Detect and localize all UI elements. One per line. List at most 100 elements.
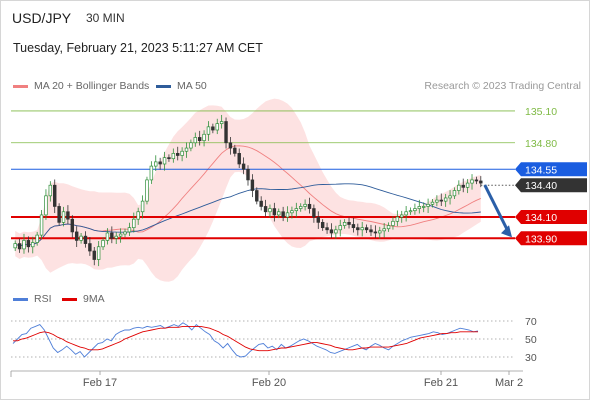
forecast-arrow-shaft (483, 184, 510, 232)
candle-body (140, 200, 145, 213)
candle-body (373, 231, 378, 234)
candle-body (171, 153, 176, 160)
candle-body (202, 133, 206, 141)
candle-body (39, 214, 44, 236)
candle-body (53, 184, 57, 207)
level-label-134.10: 134.10 (525, 212, 557, 224)
candle-body (421, 206, 426, 208)
candle-body (329, 229, 334, 234)
level-tag-133.90 (515, 231, 587, 246)
candle-body (167, 157, 171, 160)
credit-text: Research © 2023 Trading Central (424, 80, 581, 92)
level-tag-134.55 (515, 162, 587, 177)
candle-body (13, 243, 17, 249)
candle-body (105, 232, 110, 241)
level-label-134.80: 134.80 (525, 138, 557, 150)
candle-body (417, 206, 422, 209)
candle-body (474, 179, 479, 182)
candle-body (386, 225, 391, 230)
x-tick-label: Mar 2 (495, 377, 523, 389)
ma50-line (14, 183, 481, 247)
candle-body (435, 199, 439, 203)
ma50-legend-label: MA 50 (177, 80, 207, 92)
ma9-legend-swatch (62, 297, 77, 301)
candle-body (88, 243, 92, 252)
candle-body (193, 137, 198, 144)
candle-body (268, 208, 272, 213)
candle-body (430, 201, 435, 205)
level-label-133.90: 133.90 (525, 233, 557, 245)
candle-body (101, 240, 105, 248)
candle-body (57, 206, 61, 223)
candle-body (457, 184, 461, 191)
candle-body (360, 227, 364, 231)
candle-body (154, 161, 158, 167)
candle-body (74, 231, 79, 241)
candle-body (461, 184, 465, 188)
candle-body (149, 165, 154, 181)
candle-body (145, 179, 149, 202)
candle-body (342, 222, 347, 226)
candle-body (277, 211, 281, 216)
candle-body (369, 229, 373, 233)
candle-body (465, 182, 470, 188)
candle-body (439, 199, 443, 202)
candle-body (479, 180, 483, 184)
candle-body (246, 168, 250, 181)
candle-body (448, 195, 452, 199)
candle-body (443, 197, 448, 202)
candle-body (233, 147, 237, 154)
candle-body (162, 157, 167, 165)
candle-body (118, 233, 123, 237)
candle-body (408, 210, 413, 213)
candle-body (400, 214, 404, 218)
rsi-ma9-line (13, 325, 478, 352)
ma50-legend-swatch (156, 84, 171, 88)
legend-ma20: MA 20 + Bollinger Bands (13, 80, 149, 92)
level-label-134.55: 134.55 (525, 164, 557, 176)
forecast-arrow-head (501, 225, 512, 238)
candle-body (334, 229, 338, 234)
candle-body (224, 121, 228, 144)
candle-body (395, 216, 400, 222)
candle-body (255, 190, 259, 202)
candle-body (180, 150, 184, 156)
ma9-legend-label: 9MA (83, 293, 105, 305)
candle-body (158, 161, 162, 165)
candle-body (61, 211, 66, 223)
candle-body (320, 222, 325, 229)
candle-body (83, 235, 88, 244)
candle-body (219, 121, 224, 125)
candle-body (259, 200, 263, 207)
candle-body (272, 208, 277, 216)
candle-body (96, 246, 101, 260)
candle-body (66, 211, 70, 220)
candle-body (470, 179, 474, 184)
candle-body (228, 142, 233, 149)
candle-body (316, 216, 320, 223)
ma20-legend-label: MA 20 + Bollinger Bands (34, 80, 150, 92)
candle-body (347, 222, 351, 225)
candle-body (215, 123, 219, 131)
level-tag-134.10 (515, 210, 587, 225)
rsi-tick-30: 30 (525, 352, 537, 364)
candle-body (285, 212, 290, 218)
candle-body (351, 224, 356, 229)
rsi-tick-70: 70 (525, 316, 537, 328)
candle-body (127, 227, 132, 233)
candle-body (26, 240, 31, 248)
candle-body (281, 211, 285, 218)
candle-body (197, 137, 202, 141)
candle-body (241, 163, 246, 170)
candle-body (298, 206, 303, 209)
x-tick-label: Feb 17 (83, 377, 117, 389)
candle-body (114, 235, 118, 239)
datetime-label: Tuesday, February 21, 2023 5:11:27 AM CE… (13, 41, 263, 55)
candle-body (303, 203, 307, 207)
candle-body (176, 153, 180, 156)
legend-ma50: MA 50 (156, 80, 207, 92)
candle-body (184, 147, 189, 152)
candle-body (31, 242, 35, 248)
candle-body (211, 126, 215, 131)
